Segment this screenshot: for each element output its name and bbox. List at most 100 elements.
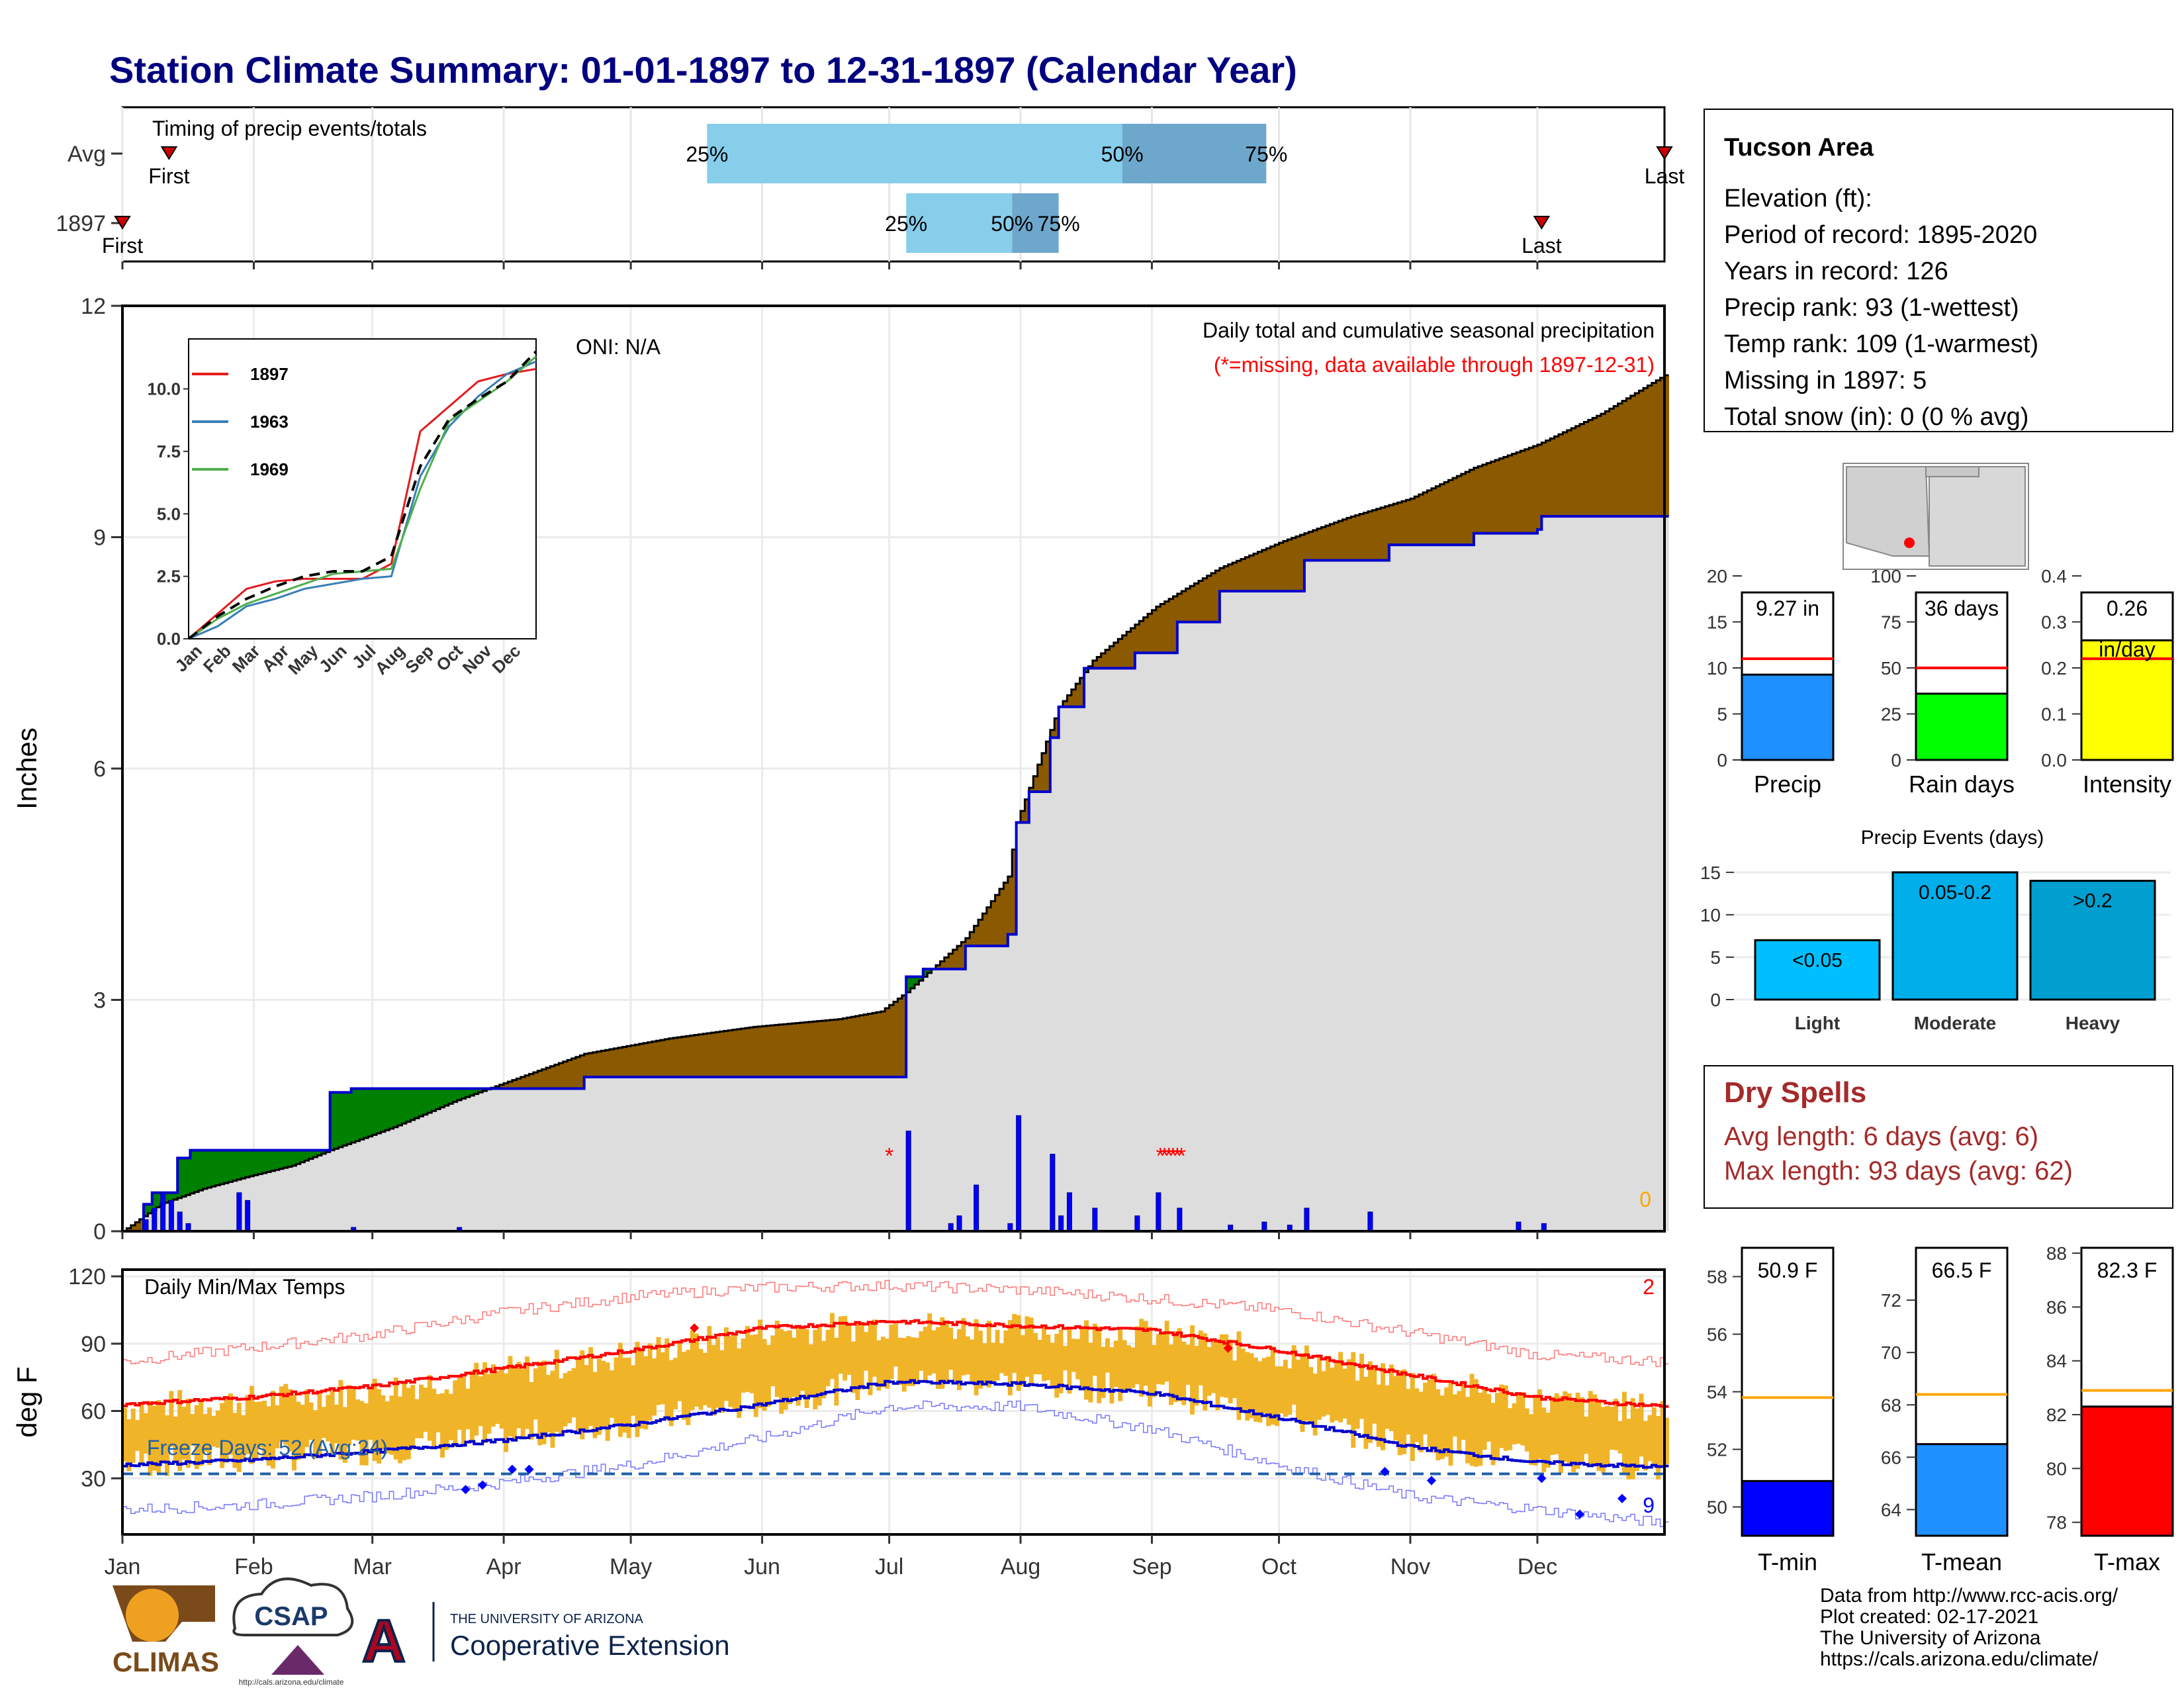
daily-temp-range-bar [1512, 1403, 1517, 1444]
deficit-area [580, 1055, 585, 1089]
surplus-area [414, 1088, 420, 1119]
surplus-area [342, 1092, 347, 1146]
daily-temp-range-bar [1452, 1394, 1457, 1437]
deficit-area [1410, 498, 1415, 545]
daily-temp-range-bar [758, 1319, 763, 1409]
daily-temp-range-bar [1469, 1374, 1475, 1466]
deficit-area [512, 1080, 517, 1089]
deficit-area [838, 1019, 843, 1077]
deficit-area [842, 1018, 848, 1077]
daily-temp-range-bar [1651, 1407, 1657, 1466]
daily-temp-range-bar [1524, 1408, 1529, 1452]
gauge-tick-label: 75 [1881, 612, 1901, 633]
deficit-area [584, 1054, 589, 1077]
tgauge-tick-label: 58 [1707, 1267, 1727, 1288]
surplus-area [169, 1192, 174, 1201]
daily-temp-range-bar [1338, 1352, 1343, 1423]
daily-temp-range-bar [936, 1327, 940, 1389]
daily-temp-range-bar [181, 1407, 187, 1460]
daily-temp-range-bar [813, 1329, 818, 1410]
month-tick-label: Apr [486, 1554, 522, 1579]
inset-y-tick-label: 2.5 [157, 567, 181, 586]
daily-temp-range-bar [1643, 1421, 1648, 1471]
daily-temp-range-bar [139, 1403, 144, 1466]
deficit-area [1529, 447, 1534, 534]
missing-day-marker: * [885, 1144, 893, 1169]
deficit-area [1537, 444, 1542, 530]
surplus-area [292, 1150, 297, 1166]
daily-precip-bar [956, 1215, 962, 1232]
daily-temp-range-bar [1423, 1382, 1428, 1434]
deficit-area [533, 1072, 538, 1089]
month-tick-label: Mar [353, 1554, 392, 1579]
csap-logo-text: CSAP [254, 1602, 328, 1631]
daily-temp-range-bar [829, 1313, 835, 1380]
daily-temp-range-bar [1003, 1330, 1009, 1376]
daily-temp-range-bar [1533, 1397, 1538, 1466]
deficit-area [1626, 398, 1631, 517]
daily-temp-range-bar [779, 1329, 784, 1414]
deficit-area [1439, 484, 1445, 545]
daily-temp-range-bar [321, 1407, 326, 1438]
surplus-area [330, 1092, 335, 1150]
daily-temp-range-bar [1071, 1338, 1076, 1372]
daily-temp-range-bar [605, 1362, 610, 1441]
daily-precip-bar [1516, 1221, 1522, 1232]
daily-precip-bar [974, 1184, 979, 1232]
daily-temp-range-bar [1058, 1329, 1064, 1393]
daily-temp-range-bar [1571, 1401, 1576, 1472]
daily-temp-range-bar [363, 1403, 369, 1466]
daily-temp-range-bar [1596, 1401, 1602, 1471]
surplus-area [283, 1150, 289, 1168]
temp-y-axis-title: deg F [11, 1366, 42, 1437]
daily-temp-range-bar [554, 1350, 559, 1432]
daily-temp-range-bar [1520, 1392, 1525, 1446]
deficit-area [1215, 570, 1220, 622]
surplus-area [156, 1192, 161, 1207]
deficit-area [1338, 521, 1343, 561]
gauge-tick-label: 0 [1717, 750, 1727, 771]
deficit-area [711, 1033, 716, 1077]
daily-precip-bar [1177, 1207, 1183, 1232]
surplus-area [368, 1088, 373, 1137]
daily-temp-range-bar [1079, 1327, 1085, 1390]
deficit-area [813, 1021, 818, 1077]
daily-temp-range-bar [287, 1389, 293, 1452]
month-tick-label: Aug [1001, 1554, 1041, 1579]
deficit-area [957, 945, 962, 969]
daily-temp-range-bar [1414, 1388, 1420, 1442]
deficit-area [974, 925, 979, 946]
daily-temp-range-bar [559, 1378, 564, 1436]
daily-temp-range-bar [1261, 1358, 1267, 1413]
deficit-area [766, 1025, 771, 1077]
daily-temp-range-bar [1541, 1407, 1547, 1472]
surplus-area [228, 1150, 234, 1182]
deficit-area [893, 1002, 899, 1077]
daily-temp-range-bar [796, 1327, 801, 1406]
deficit-area [559, 1063, 564, 1089]
gauge-tick-label: 0.2 [2041, 658, 2067, 679]
surplus-area [355, 1088, 361, 1141]
daily-temp-range-bar [626, 1357, 631, 1438]
deficit-area [1194, 583, 1199, 622]
deficit-area [1575, 426, 1580, 517]
deficit-area [601, 1051, 606, 1077]
daily-temp-range-bar [326, 1395, 331, 1442]
deficit-area [1021, 811, 1026, 823]
daily-temp-range-bar [770, 1335, 776, 1387]
deficit-area [1550, 438, 1555, 517]
daily-temp-range-bar [330, 1390, 335, 1454]
daily-temp-range-bar [1630, 1398, 1635, 1479]
surplus-area [211, 1150, 216, 1187]
daily-temp-range-bar [571, 1368, 576, 1418]
deficit-area [520, 1077, 525, 1089]
deficit-area [1253, 553, 1259, 592]
daily-temp-range-bar [432, 1388, 437, 1450]
daily-temp-range-bar [351, 1386, 356, 1440]
daily-temp-range-bar [838, 1316, 843, 1374]
daily-temp-range-bar [1660, 1401, 1665, 1466]
oni-label: ONI: N/A [576, 335, 661, 359]
tgauge-tick-label: 78 [2046, 1513, 2067, 1533]
surplus-area [148, 1204, 153, 1213]
daily-temp-range-bar [1109, 1347, 1115, 1404]
